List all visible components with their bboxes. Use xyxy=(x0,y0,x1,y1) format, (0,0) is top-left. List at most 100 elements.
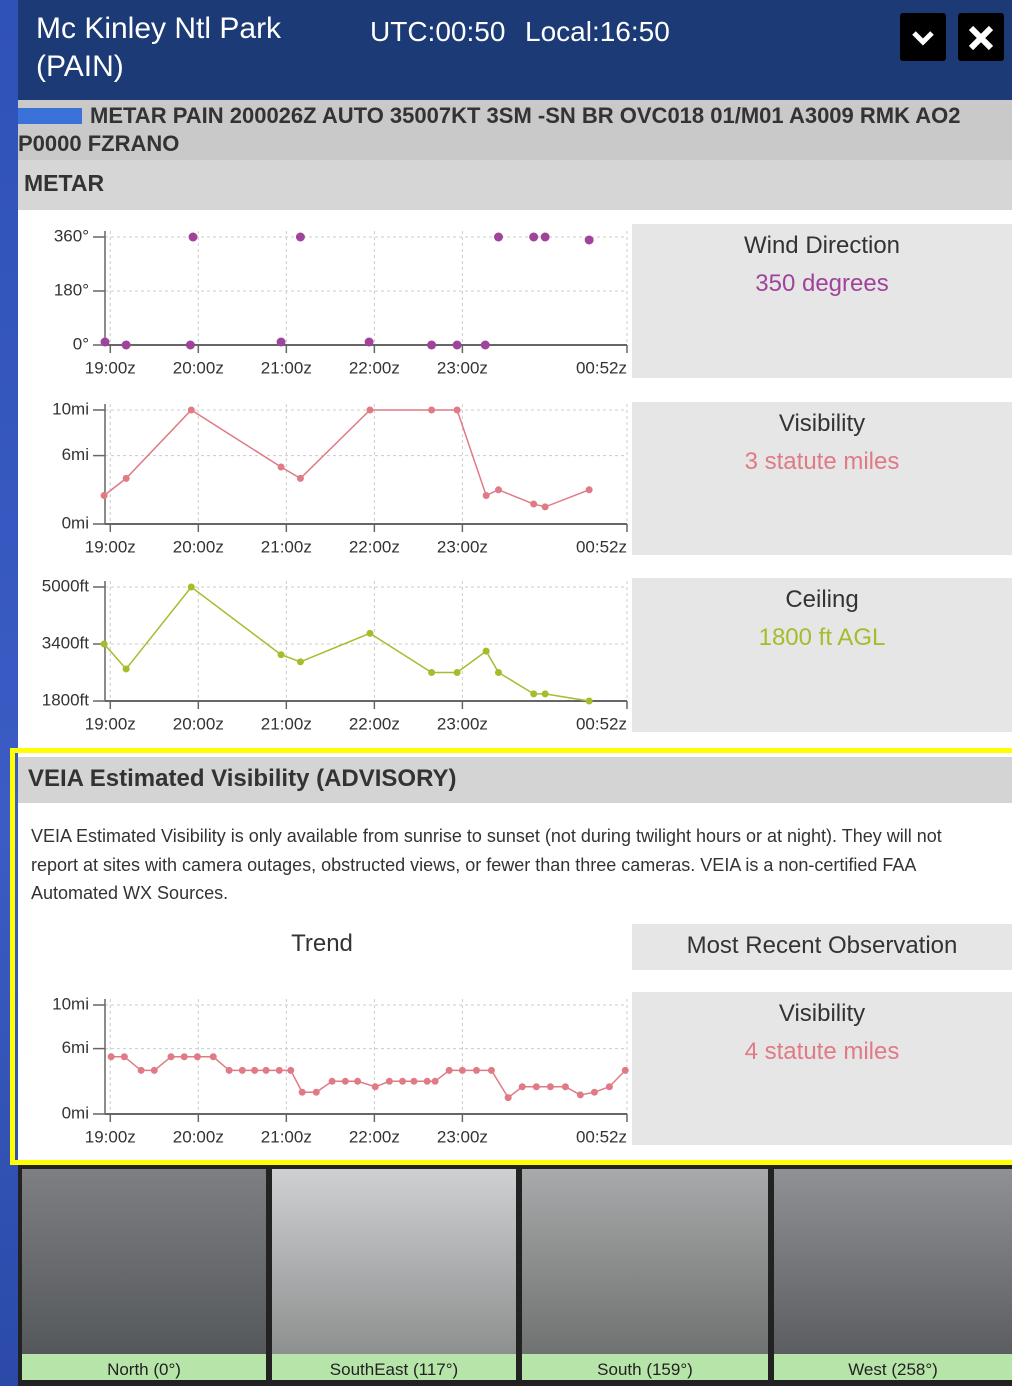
data-point xyxy=(278,464,285,471)
x-tick-label: 19:00z xyxy=(85,358,136,377)
data-point xyxy=(366,630,373,637)
data-point xyxy=(547,1083,554,1090)
data-point xyxy=(495,486,502,493)
x-tick-label: 23:00z xyxy=(437,358,488,377)
data-point xyxy=(454,669,461,676)
x-tick-label: 00:52z xyxy=(576,1127,627,1146)
charts: 0° 180° 360° 19:00z 20:00z 21:00z 22:00z 23:00z… xyxy=(0,0,1012,1386)
data-point xyxy=(562,1083,569,1090)
data-point xyxy=(181,1053,188,1060)
y-tick-label: 10mi xyxy=(52,994,89,1013)
data-point xyxy=(251,1067,258,1074)
x-tick-label: 21:00z xyxy=(261,358,312,377)
y-tick-label: 180° xyxy=(54,280,89,299)
x-tick-label: 00:52z xyxy=(576,358,627,377)
data-point xyxy=(188,584,195,591)
x-tick-label: 22:00z xyxy=(349,1127,400,1146)
y-tick-label: 360° xyxy=(54,226,89,245)
data-line xyxy=(111,1057,625,1098)
data-point xyxy=(428,669,435,676)
x-tick-label: 00:52z xyxy=(576,714,627,733)
data-point xyxy=(585,236,594,245)
x-tick-label: 20:00z xyxy=(173,1127,224,1146)
data-point xyxy=(432,1078,439,1085)
data-point xyxy=(299,1089,306,1096)
data-point xyxy=(278,651,285,658)
data-point xyxy=(530,501,537,508)
data-point xyxy=(446,1067,453,1074)
data-point xyxy=(495,669,502,676)
data-point xyxy=(263,1067,270,1074)
y-tick-label: 0mi xyxy=(62,513,89,532)
y-tick-label: 6mi xyxy=(62,445,89,464)
data-point xyxy=(483,492,490,499)
x-tick-label: 20:00z xyxy=(173,714,224,733)
data-point xyxy=(186,341,195,350)
y-tick-label: 10mi xyxy=(52,399,89,418)
data-point xyxy=(123,665,130,672)
x-tick-label: 23:00z xyxy=(437,714,488,733)
data-point xyxy=(386,1078,393,1085)
data-line xyxy=(104,410,589,507)
data-point xyxy=(586,486,593,493)
data-point xyxy=(123,475,130,482)
data-point xyxy=(529,233,538,242)
x-tick-label: 20:00z xyxy=(173,358,224,377)
data-point xyxy=(530,690,537,697)
x-tick-label: 23:00z xyxy=(437,1127,488,1146)
data-point xyxy=(577,1091,584,1098)
y-tick-label: 0mi xyxy=(62,1103,89,1122)
data-point xyxy=(606,1083,613,1090)
x-tick-label: 22:00z xyxy=(349,537,400,556)
data-point xyxy=(541,233,550,242)
data-point xyxy=(542,690,549,697)
data-point xyxy=(428,407,435,414)
data-point xyxy=(586,698,593,705)
data-point xyxy=(151,1067,158,1074)
x-tick-label: 23:00z xyxy=(437,537,488,556)
data-point xyxy=(121,1053,128,1060)
x-tick-label: 19:00z xyxy=(85,714,136,733)
data-point xyxy=(533,1083,540,1090)
x-tick-label: 00:52z xyxy=(576,537,627,556)
data-point xyxy=(277,338,286,347)
y-tick-label: 1800ft xyxy=(42,690,90,709)
data-point xyxy=(239,1067,246,1074)
data-point xyxy=(591,1089,598,1096)
data-point xyxy=(481,341,490,350)
data-point xyxy=(365,338,374,347)
data-point xyxy=(342,1078,349,1085)
data-point xyxy=(297,475,304,482)
data-point xyxy=(542,503,549,510)
data-point xyxy=(505,1094,512,1101)
data-point xyxy=(483,648,490,655)
data-point xyxy=(194,1053,201,1060)
data-point xyxy=(101,492,108,499)
data-point xyxy=(296,233,305,242)
data-point xyxy=(453,341,462,350)
data-point xyxy=(287,1067,294,1074)
data-point xyxy=(138,1067,145,1074)
data-point xyxy=(122,341,131,350)
y-tick-label: 0° xyxy=(73,334,89,353)
data-point xyxy=(101,641,108,648)
data-point xyxy=(519,1083,526,1090)
data-point xyxy=(354,1078,361,1085)
data-point xyxy=(372,1083,379,1090)
data-point xyxy=(427,341,436,350)
x-tick-label: 19:00z xyxy=(85,537,136,556)
y-tick-label: 5000ft xyxy=(42,576,90,595)
data-point xyxy=(168,1053,175,1060)
x-tick-label: 21:00z xyxy=(261,1127,312,1146)
data-point xyxy=(459,1067,466,1074)
x-tick-label: 22:00z xyxy=(349,358,400,377)
data-point xyxy=(329,1078,336,1085)
data-point xyxy=(313,1089,320,1096)
data-point xyxy=(189,233,198,242)
x-tick-label: 22:00z xyxy=(349,714,400,733)
data-point xyxy=(622,1067,629,1074)
data-point xyxy=(210,1053,217,1060)
data-point xyxy=(410,1078,417,1085)
data-point xyxy=(488,1067,495,1074)
data-point xyxy=(226,1067,233,1074)
